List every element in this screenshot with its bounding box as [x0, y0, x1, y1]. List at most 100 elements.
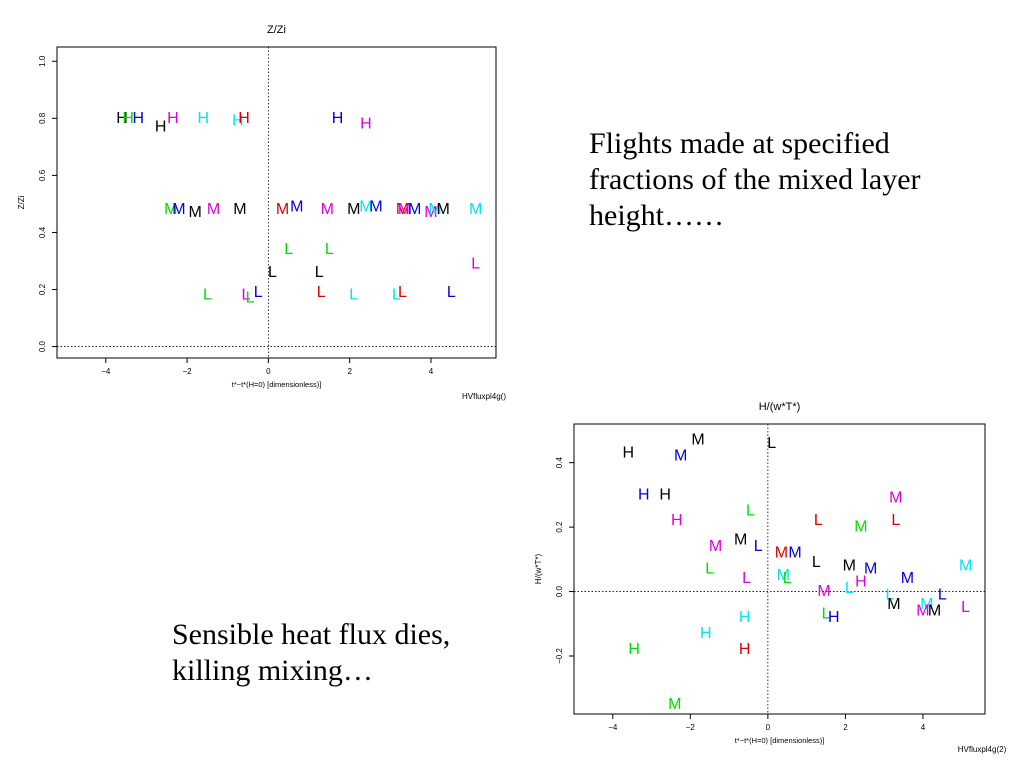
data-point-m: M	[691, 432, 704, 449]
data-point-h: H	[739, 641, 751, 658]
data-point-m: M	[290, 198, 303, 215]
x-tick-label: −2	[686, 723, 696, 732]
data-point-h: H	[623, 445, 635, 462]
x-axis-label: t*−t*(H=0) [dimensionless)]	[232, 380, 322, 389]
x-tick-label: 4	[921, 723, 926, 732]
data-point-h: H	[155, 118, 167, 135]
text-line: Flights made at specified	[589, 127, 890, 160]
data-point-l: L	[822, 606, 831, 623]
data-point-m: M	[436, 201, 449, 218]
text-line: Sensible heat flux dies,	[172, 618, 451, 651]
data-point-h: H	[828, 609, 840, 626]
plot-caption: HVfluxpl4g(2)	[958, 745, 1007, 754]
data-point-l: L	[891, 512, 900, 529]
data-point-m: M	[843, 557, 856, 574]
data-point-h: H	[659, 486, 671, 503]
data-point-m: M	[901, 570, 914, 587]
x-tick-label: 2	[347, 367, 352, 376]
data-point-h: H	[855, 573, 867, 590]
data-point-m: M	[817, 583, 830, 600]
x-tick-label: −2	[183, 367, 193, 376]
data-point-m: M	[233, 201, 246, 218]
data-point-m: M	[428, 201, 441, 218]
data-point-m: M	[916, 602, 929, 619]
data-point-m: M	[396, 201, 409, 218]
data-point-l: L	[814, 512, 823, 529]
data-point-h: H	[700, 625, 712, 642]
data-point-m: M	[359, 198, 372, 215]
data-point-m: M	[928, 602, 941, 619]
x-tick-label: 0	[766, 723, 771, 732]
data-point-m: M	[172, 201, 185, 218]
data-point-l: L	[203, 287, 212, 304]
data-point-m: M	[889, 490, 902, 507]
data-point-m: M	[408, 201, 421, 218]
data-point-m: M	[321, 201, 334, 218]
x-tick-label: −4	[608, 723, 618, 732]
data-point-l: L	[886, 586, 895, 603]
data-point-l: L	[742, 570, 751, 587]
data-point-m: M	[347, 201, 360, 218]
plot-frame	[56, 46, 497, 359]
data-point-m: M	[887, 596, 900, 613]
data-point-l: L	[938, 586, 947, 603]
data-point-h: H	[133, 110, 145, 127]
data-point-m: M	[164, 201, 177, 218]
data-point-h: H	[739, 609, 751, 626]
data-point-m: M	[709, 538, 722, 555]
y-tick-label: 0.4	[555, 457, 564, 469]
y-tick-label: 1.0	[38, 55, 47, 67]
data-point-h: H	[360, 116, 372, 133]
data-point-l: L	[705, 561, 714, 578]
data-point-l: L	[254, 284, 263, 301]
x-axis-label: t*−t*(H=0) [dimensionless)]	[735, 736, 825, 745]
plot-frame	[573, 423, 986, 715]
text-line: height……	[589, 199, 724, 232]
plot-caption: HVfluxpl4g()	[462, 392, 506, 401]
y-tick-label: 0.8	[38, 112, 47, 124]
data-point-l: L	[961, 599, 970, 616]
y-tick-label: 0.6	[38, 169, 47, 181]
data-point-h: H	[332, 110, 344, 127]
data-point-m: M	[734, 532, 747, 549]
data-point-h: H	[238, 110, 250, 127]
data-point-m: M	[777, 567, 790, 584]
y-tick-label: 0.2	[38, 283, 47, 295]
data-point-l: L	[268, 264, 277, 281]
x-tick-label: −4	[101, 367, 111, 376]
data-point-l: L	[284, 241, 293, 258]
data-point-m: M	[398, 201, 411, 218]
data-point-m: M	[189, 204, 202, 221]
data-point-l: L	[845, 580, 854, 597]
y-tick-label: 0.4	[38, 226, 47, 238]
data-point-l: L	[767, 435, 776, 452]
data-point-l: L	[349, 287, 358, 304]
y-tick-label: 0.0	[38, 340, 47, 352]
data-point-h: H	[638, 486, 650, 503]
y-axis-label: H/(w*T*)	[534, 554, 543, 585]
heat-flux-description-text: Sensible heat flux dies, killing mixing…	[172, 617, 532, 689]
data-point-m: M	[674, 448, 687, 465]
data-point-h: H	[232, 113, 244, 130]
y-tick-label: −0.2	[555, 648, 564, 664]
y-tick-label: 0.2	[555, 521, 564, 533]
data-point-m: M	[864, 561, 877, 578]
x-tick-label: 2	[843, 723, 848, 732]
data-point-l: L	[392, 287, 401, 304]
data-point-l: L	[783, 570, 792, 587]
data-point-l: L	[447, 284, 456, 301]
data-point-l: L	[746, 503, 755, 520]
text-line: fractions of the mixed layer	[589, 163, 921, 196]
data-point-m: M	[775, 544, 788, 561]
data-point-l: L	[317, 284, 326, 301]
data-point-h: H	[671, 512, 683, 529]
x-tick-label: 4	[429, 367, 434, 376]
data-point-m: M	[788, 544, 801, 561]
data-point-m: M	[276, 201, 289, 218]
text-line: killing mixing…	[172, 654, 373, 687]
data-point-m: M	[424, 204, 437, 221]
data-point-m: M	[668, 696, 681, 713]
y-axis-label: Z/Zi	[17, 195, 26, 209]
